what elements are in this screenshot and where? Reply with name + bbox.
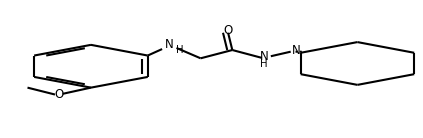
Text: H: H bbox=[176, 45, 183, 55]
Text: O: O bbox=[223, 24, 233, 37]
Text: N: N bbox=[260, 50, 269, 63]
Text: N: N bbox=[291, 43, 300, 57]
Text: N: N bbox=[165, 38, 173, 51]
Text: O: O bbox=[55, 88, 64, 101]
Text: H: H bbox=[260, 59, 268, 69]
